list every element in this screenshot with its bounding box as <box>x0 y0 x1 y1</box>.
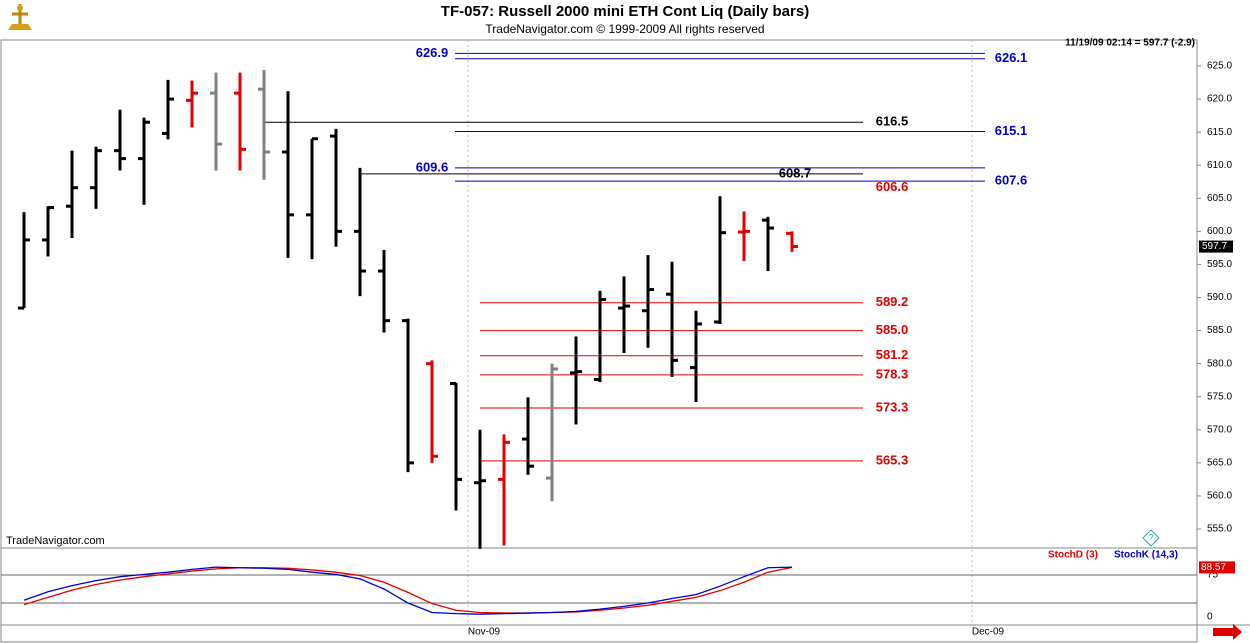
level-label: 606.6 <box>876 179 909 194</box>
x-tick-label: Nov-09 <box>468 627 501 638</box>
level-label: 581.2 <box>876 347 909 362</box>
logo <box>8 4 32 30</box>
y-tick-label: 560.0 <box>1207 491 1232 502</box>
watermark: TradeNavigator.com <box>6 535 105 547</box>
y-tick-label: 585.0 <box>1207 325 1232 336</box>
svg-text:?: ? <box>1148 532 1153 542</box>
level-label: 615.1 <box>995 123 1028 138</box>
y-tick-label: 0 <box>1207 612 1213 623</box>
status: 11/19/09 02:14 = 597.7 (-2.9) <box>1065 38 1195 49</box>
y-tick-label: 595.0 <box>1207 259 1232 270</box>
stoch-line <box>23 566 793 615</box>
y-tick-label: 565.0 <box>1207 457 1232 468</box>
y-tick-label: 590.0 <box>1207 292 1232 303</box>
level-label: 626.9 <box>416 45 449 60</box>
y-tick-label: 580.0 <box>1207 358 1232 369</box>
value-label: 88.57 <box>1201 562 1226 573</box>
level-label: 578.3 <box>876 366 909 381</box>
y-tick-label: 625.0 <box>1207 61 1232 72</box>
y-tick-label: 570.0 <box>1207 424 1232 435</box>
x-tick-label: Dec-09 <box>972 627 1005 638</box>
price-label: 597.7 <box>1202 241 1227 252</box>
chart-subtitle: TradeNavigator.com © 1999-2009 All right… <box>485 22 764 36</box>
help-icon[interactable]: ? <box>1142 529 1160 547</box>
level-label: 585.0 <box>876 322 909 337</box>
level-label: 608.7 <box>779 165 812 180</box>
level-label: 589.2 <box>876 294 909 309</box>
legend-entry: StochK (14,3) <box>1114 550 1178 561</box>
stoch-line <box>23 566 793 614</box>
value-box <box>1199 561 1235 574</box>
y-tick-label: 620.0 <box>1207 94 1232 105</box>
level-label: 616.5 <box>876 114 909 129</box>
level-label: 626.1 <box>995 50 1028 65</box>
price-box <box>1199 240 1233 253</box>
y-tick-label: 555.0 <box>1207 524 1232 535</box>
level-label: 607.6 <box>995 173 1028 188</box>
y-tick-label: 75 <box>1207 570 1219 581</box>
y-tick-label: 600.0 <box>1207 226 1232 237</box>
y-tick-label: 610.0 <box>1207 160 1232 171</box>
scroll-arrow[interactable] <box>1213 624 1242 640</box>
y-tick-label: 615.0 <box>1207 127 1232 138</box>
y-tick-label: 575.0 <box>1207 391 1232 402</box>
y-tick-label: 605.0 <box>1207 193 1232 204</box>
chart-title: TF-057: Russell 2000 mini ETH Cont Liq (… <box>441 3 809 20</box>
level-label: 609.6 <box>416 159 449 174</box>
level-label: 573.3 <box>876 399 909 414</box>
legend-entry: StochD (3) <box>1048 550 1098 561</box>
level-label: 565.3 <box>876 452 909 467</box>
